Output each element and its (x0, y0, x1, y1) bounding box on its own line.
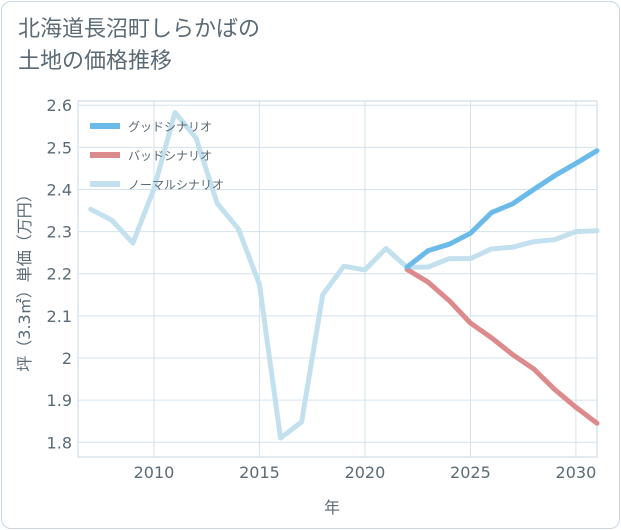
y-tick-label: 2.4 (47, 180, 72, 199)
legend-label: ノーマルシナリオ (128, 178, 224, 192)
y-tick-label: 2.1 (47, 307, 72, 326)
y-tick-label: 2.2 (47, 265, 72, 284)
x-tick-label: 2025 (450, 463, 491, 482)
x-tick-label: 2010 (134, 463, 175, 482)
chart-title-line-2: 土地の価格推移 (18, 49, 173, 74)
series-lines (88, 109, 600, 441)
y-axis-label: 坪（3.3㎡）単価（万円） (15, 186, 34, 371)
y-tick-label: 2.3 (47, 223, 72, 242)
y-tick-label: 2.6 (47, 96, 72, 115)
legend-label: バッドシナリオ (128, 149, 212, 163)
series-line-1 (404, 148, 600, 270)
x-tick-label: 2020 (345, 463, 386, 482)
y-tick-label: 1.9 (47, 391, 72, 410)
x-tick-label: 2030 (556, 463, 597, 482)
x-axis-label: 年 (324, 498, 340, 517)
series-line-2 (404, 267, 600, 426)
plot-area (77, 100, 598, 458)
x-tick-label: 2015 (239, 463, 280, 482)
y-tick-label: 2.5 (47, 138, 72, 157)
y-tick-label: 2 (62, 349, 72, 368)
y-tick-label: 1.8 (47, 433, 72, 452)
legend-label: グッドシナリオ (128, 120, 212, 134)
chart-title-line-1: 北海道長沼町しらかばの (18, 17, 261, 42)
y-axis-tick-labels: 1.8 1.9 2 2.1 2.2 2.3 2.4 2.5 2.6 (47, 96, 72, 452)
chart-title: 北海道長沼町しらかばの 土地の価格推移 (18, 14, 260, 78)
x-axis-tick-labels: 2010 2015 2020 2025 2030 (134, 463, 597, 482)
series-line-3 (88, 109, 600, 441)
